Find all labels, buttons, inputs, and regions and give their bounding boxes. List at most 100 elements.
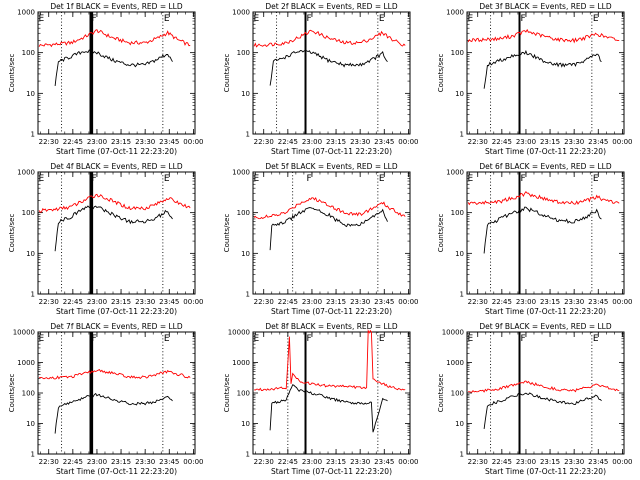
- det-panel-7: Det 7f BLACK = Events, RED = LLD 1 10 100 10…: [8, 322, 203, 476]
- x-axis-label: Start Time (07-Oct-11 22:23:20): [271, 147, 392, 156]
- x-tick-label: 23:00: [87, 138, 107, 146]
- x-tick-label: 23:15: [111, 138, 131, 146]
- plot-title: Det 3f BLACK = Events, RED = LLD: [479, 2, 612, 11]
- det-panel-9: Det 9f BLACK = Events, RED = LLD 1 10 100 10…: [437, 322, 632, 476]
- marker-label-e: E: [38, 14, 44, 24]
- x-tick-label: 22:30: [254, 298, 274, 306]
- x-tick-label: 23:45: [159, 458, 179, 466]
- marker-label-e: E: [467, 334, 473, 344]
- x-tick-label: 22:30: [468, 138, 488, 146]
- x-tick-label: 22:45: [63, 138, 83, 146]
- plot-title: Det 5f BLACK = Events, RED = LLD: [265, 162, 398, 171]
- x-axis-label: Start Time (07-Oct-11 22:23:20): [485, 147, 606, 156]
- marker-label-e: E: [253, 174, 259, 184]
- x-tick-label: 23:45: [374, 298, 394, 306]
- marker-label-e: E: [164, 14, 170, 24]
- y-tick-label: 1000: [446, 169, 464, 177]
- y-tick-label: 100: [22, 390, 35, 398]
- marker-label-e: E: [253, 334, 259, 344]
- x-axis-label: Start Time (07-Oct-11 22:23:20): [271, 307, 392, 316]
- y-axis-label: Counts/sec: [437, 374, 445, 413]
- x-axis-label: Start Time (07-Oct-11 22:23:20): [56, 307, 177, 316]
- y-tick-label: 10: [455, 420, 464, 428]
- marker-label-f: F: [521, 334, 526, 344]
- y-tick-label: 10: [241, 420, 250, 428]
- det-panel-1: Det 1f BLACK = Events, RED = LLD 1 10 100 10…: [8, 2, 203, 156]
- y-tick-label: 1: [31, 291, 35, 299]
- x-tick-label: 22:30: [468, 298, 488, 306]
- x-tick-label: 23:00: [516, 138, 536, 146]
- x-tick-label: 23:30: [135, 298, 155, 306]
- plot-title: Det 9f BLACK = Events, RED = LLD: [479, 322, 612, 331]
- x-tick-label: 00:00: [612, 138, 632, 146]
- plot-frame: [252, 171, 411, 295]
- marker-label-e: E: [379, 174, 385, 184]
- y-tick-label: 10: [455, 250, 464, 258]
- plot-frame: [37, 11, 196, 135]
- y-axis-label: Counts/sec: [437, 54, 445, 93]
- y-axis-label: Counts/sec: [437, 214, 445, 253]
- y-tick-label: 10: [26, 90, 35, 98]
- events-rate-line: [483, 49, 602, 89]
- plot-title: Det 7f BLACK = Events, RED = LLD: [50, 322, 183, 331]
- x-tick-label: 23:00: [516, 458, 536, 466]
- x-axis-label: Start Time (07-Oct-11 22:23:20): [56, 467, 177, 476]
- det-panel-5: Det 5f BLACK = Events, RED = LLD 1 10 100 10…: [223, 162, 418, 316]
- marker-label-e: E: [467, 174, 473, 184]
- plot-frame: [466, 11, 625, 135]
- x-tick-label: 23:30: [135, 458, 155, 466]
- y-tick-label: 100: [451, 209, 464, 217]
- marker-label-e: E: [38, 334, 44, 344]
- x-axis-label: Start Time (07-Oct-11 22:23:20): [485, 307, 606, 316]
- x-tick-label: 23:30: [564, 298, 584, 306]
- x-axis-label: Start Time (07-Oct-11 22:23:20): [271, 467, 392, 476]
- x-tick-label: 00:00: [398, 298, 418, 306]
- y-tick-label: 1000: [17, 9, 35, 17]
- y-tick-label: 100: [451, 49, 464, 57]
- y-tick-label: 1: [31, 451, 35, 459]
- y-tick-label: 1: [460, 451, 464, 459]
- plot-title: Det 1f BLACK = Events, RED = LLD: [50, 2, 183, 11]
- y-tick-label: 100: [237, 49, 250, 57]
- events-rate-line: [483, 392, 602, 429]
- x-tick-label: 23:15: [326, 138, 346, 146]
- x-tick-label: 23:00: [516, 298, 536, 306]
- y-tick-label: 1: [246, 131, 250, 139]
- marker-label-e: E: [593, 334, 599, 344]
- x-tick-label: 23:30: [350, 138, 370, 146]
- lld-rate-line: [253, 196, 406, 220]
- events-rate-line: [269, 207, 388, 251]
- y-tick-label: 1: [31, 131, 35, 139]
- y-tick-label: 10000: [228, 329, 250, 337]
- y-tick-label: 1000: [232, 359, 250, 367]
- lld-rate-line: [467, 28, 620, 44]
- x-tick-label: 23:00: [302, 138, 322, 146]
- y-axis-label: Counts/sec: [223, 374, 231, 413]
- x-tick-label: 23:45: [588, 458, 608, 466]
- y-tick-label: 10000: [13, 329, 35, 337]
- plot-frame: [252, 331, 411, 455]
- plot-frame: [37, 171, 196, 295]
- plot-frame: [466, 171, 625, 295]
- det-panel-8: Det 8f BLACK = Events, RED = LLD 1 10 100 10…: [223, 322, 418, 476]
- x-tick-label: 22:45: [492, 298, 512, 306]
- y-tick-label: 10: [241, 90, 250, 98]
- y-axis-label: Counts/sec: [223, 214, 231, 253]
- y-tick-label: 1: [460, 291, 464, 299]
- lld-rate-line: [254, 329, 406, 391]
- det-panel-4: Det 4f BLACK = Events, RED = LLD 1 10 100 10…: [8, 162, 203, 316]
- x-tick-label: 23:15: [540, 458, 560, 466]
- plot-title: Det 6f BLACK = Events, RED = LLD: [479, 162, 612, 171]
- marker-label-e: E: [253, 14, 259, 24]
- x-tick-label: 23:45: [588, 298, 608, 306]
- events-rate-line: [54, 205, 173, 252]
- y-tick-label: 1: [246, 451, 250, 459]
- det-panel-6: Det 6f BLACK = Events, RED = LLD 1 10 100 10…: [437, 162, 632, 316]
- x-tick-label: 22:45: [278, 458, 298, 466]
- y-axis-label: Counts/sec: [8, 374, 16, 413]
- y-tick-label: 1000: [232, 9, 250, 17]
- marker-label-f: F: [92, 334, 97, 344]
- x-tick-label: 22:30: [468, 458, 488, 466]
- lld-rate-line: [468, 380, 620, 393]
